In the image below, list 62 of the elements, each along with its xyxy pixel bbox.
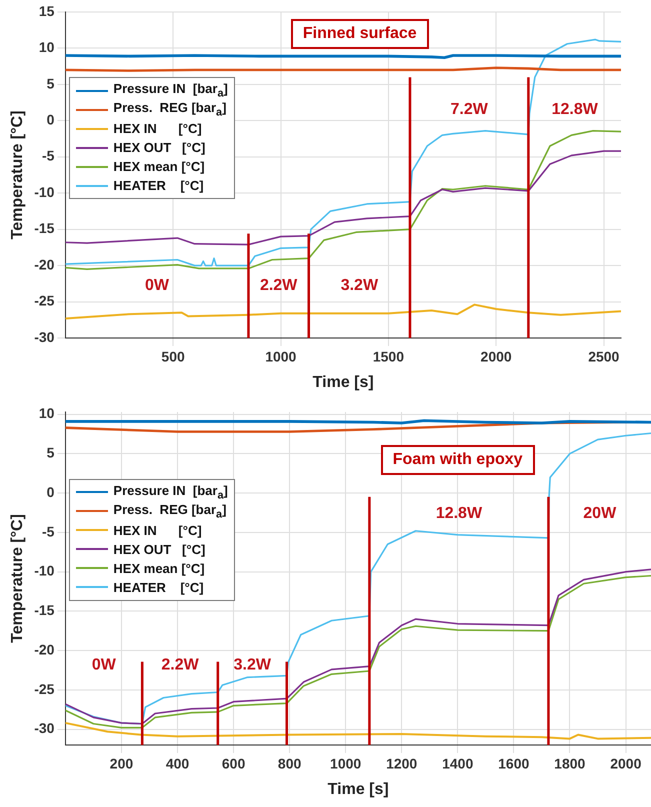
x-tick-label: 600: [222, 755, 246, 772]
y-tick-label: -20: [34, 256, 55, 272]
y-tick-label: -15: [34, 602, 55, 618]
annotation: 2.2W: [161, 656, 200, 674]
y-tick-label: 5: [46, 75, 55, 92]
y-axis-title: Temperature [°C]: [9, 514, 26, 643]
y-tick-label: -10: [34, 184, 55, 200]
annotation: 20W: [583, 504, 618, 522]
annotation: 7.2W: [450, 101, 489, 118]
annotation: 2.2W: [260, 277, 298, 294]
legend-label: Press. REG [bar$_{a}$]: [113, 502, 226, 520]
legend-label: Pressure IN [bar$_{a}$]: [113, 81, 228, 100]
legend-label: HEX OUT [°C]: [113, 140, 206, 156]
annotation: 12.8W: [552, 101, 599, 118]
x-tick-label: 200: [110, 755, 134, 772]
x-tick-label: 400: [166, 755, 190, 772]
x-tick-label: 2500: [588, 348, 620, 364]
y-tick-label: -5: [42, 148, 55, 164]
x-axis-title: Time [s]: [328, 780, 389, 798]
y-axis-title: Temperature [°C]: [9, 110, 26, 240]
y-tick-label: 15: [38, 2, 55, 19]
y-tick-label: -30: [34, 720, 55, 736]
text: Foam with epoxy: [380, 445, 535, 476]
annotation: 12.8W: [436, 504, 483, 522]
legend-label: HEX IN [°C]: [113, 121, 202, 136]
legend-label: HEX mean [°C]: [113, 560, 205, 576]
y-tick-label: 0: [46, 484, 55, 500]
x-tick-label: 1800: [554, 755, 586, 772]
text: Finned surface: [290, 18, 429, 49]
legend-label: HEX mean [°C]: [113, 159, 205, 174]
y-tick-label: 0: [46, 112, 55, 128]
legend-label: Pressure IN [bar$_{a}$]: [113, 482, 228, 502]
x-tick-label: 500: [161, 348, 185, 364]
y-tick-label: 5: [46, 444, 55, 461]
legend-label: HEX IN [°C]: [113, 522, 202, 538]
annotation: 0W: [144, 277, 170, 294]
x-tick-label: 1400: [442, 755, 474, 772]
legend-label: HEATER [°C]: [113, 178, 204, 194]
y-tick-label: -10: [34, 562, 55, 579]
legend-label: HEX OUT [°C]: [113, 542, 206, 557]
x-tick-label: 1000: [330, 755, 362, 772]
legend-label: Press. REG [bar$_{a}$]: [113, 100, 226, 119]
annotation: 3.2W: [234, 656, 272, 674]
y-tick-label: 10: [38, 405, 55, 422]
y-tick-label: -25: [34, 680, 55, 697]
x-tick-label: 1500: [372, 348, 404, 364]
x-tick-label: 1200: [386, 755, 418, 772]
y-tick-label: -25: [34, 292, 55, 309]
x-tick-label: 2000: [480, 348, 512, 364]
x-tick-label: 1600: [498, 755, 530, 772]
x-tick-label: 2000: [610, 755, 642, 772]
y-tick-label: -20: [34, 641, 55, 658]
y-tick-label: -15: [34, 220, 55, 236]
annotation: 0W: [92, 656, 117, 674]
x-axis-title: Time [s]: [312, 374, 374, 391]
x-tick-label: 1000: [265, 348, 297, 364]
annotation: 3.2W: [340, 277, 379, 294]
y-tick-label: -5: [42, 523, 55, 540]
y-tick-label: 10: [38, 39, 55, 56]
legend-label: HEATER [°C]: [113, 580, 204, 595]
y-tick-label: -30: [34, 328, 55, 345]
x-tick-label: 800: [278, 755, 302, 772]
